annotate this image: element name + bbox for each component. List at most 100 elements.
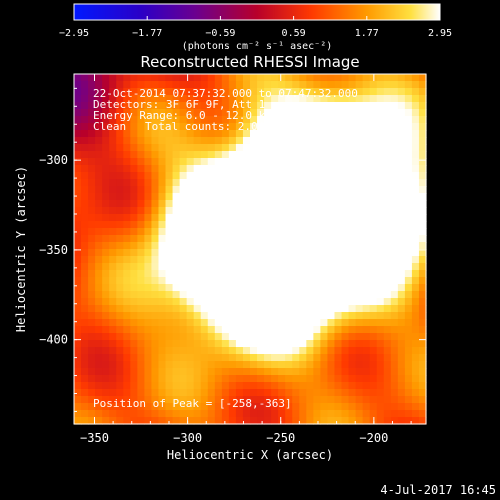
heatmap-cell	[257, 235, 265, 243]
heatmap-cell	[418, 305, 427, 313]
heatmap-cell	[214, 319, 223, 327]
heatmap-cell	[257, 298, 265, 306]
heatmap-cell	[158, 102, 167, 110]
heatmap-cell	[88, 109, 96, 117]
heatmap-cell	[257, 165, 265, 173]
heatmap-cell	[214, 123, 223, 131]
axis-ticks: −350 −300 −250 −200−300−350−400	[39, 74, 426, 445]
heatmap-cell	[362, 319, 371, 327]
heatmap-cell	[271, 130, 279, 138]
heatmap-cell	[292, 81, 300, 89]
heatmap-cell	[376, 417, 385, 425]
heatmap-cell	[165, 200, 174, 208]
heatmap-cell	[242, 312, 251, 320]
heatmap-cell	[88, 137, 96, 145]
heatmap-cell	[411, 382, 420, 390]
heatmap-cell	[369, 396, 378, 404]
heatmap-cell	[81, 291, 89, 299]
heatmap-cell	[257, 305, 265, 313]
heatmap-cell	[348, 312, 357, 320]
heatmap-cell	[242, 403, 251, 411]
heatmap-cell	[221, 102, 230, 110]
heatmap-cell	[242, 298, 251, 306]
heatmap-cell	[242, 326, 251, 334]
heatmap-cell	[158, 207, 167, 215]
heatmap-cell	[397, 74, 406, 82]
heatmap-cell	[172, 361, 181, 369]
heatmap-cell	[144, 354, 153, 362]
heatmap-cell	[109, 291, 117, 299]
heatmap-cell	[306, 340, 314, 348]
heatmap-cell	[285, 410, 293, 418]
heatmap-cell	[74, 382, 82, 390]
heatmap-cell	[299, 228, 307, 236]
heatmap-cell	[172, 123, 181, 131]
heatmap-cell	[221, 172, 230, 180]
heatmap-cell	[130, 256, 138, 264]
heatmap-cell	[165, 396, 174, 404]
heatmap-cell	[348, 361, 357, 369]
heatmap-cell	[362, 382, 371, 390]
heatmap-cell	[320, 179, 329, 187]
heatmap-cell	[235, 165, 244, 173]
heatmap-cell	[306, 354, 314, 362]
heatmap-cell	[88, 270, 96, 278]
heatmap-cell	[186, 158, 195, 166]
heatmap-cell	[264, 263, 272, 271]
heatmap-cell	[306, 270, 314, 278]
heatmap-cell	[179, 109, 188, 117]
heatmap-cell	[411, 389, 420, 397]
heatmap-cell	[228, 137, 237, 145]
heatmap-cell	[214, 158, 223, 166]
heatmap-cell	[257, 179, 265, 187]
heatmap-cell	[123, 172, 131, 180]
heatmap-cell	[397, 249, 406, 257]
heatmap-cell	[264, 109, 272, 117]
heatmap-cell	[242, 193, 251, 201]
heatmap-cell	[193, 102, 202, 110]
heatmap-cell	[411, 298, 420, 306]
heatmap-cell	[320, 144, 329, 152]
heatmap-cell	[179, 144, 188, 152]
heatmap-cell	[383, 158, 392, 166]
heatmap-cell	[397, 81, 406, 89]
heatmap-cell	[95, 333, 103, 341]
heatmap-cell	[320, 158, 329, 166]
heatmap-cell	[334, 165, 343, 173]
heatmap-cell	[200, 165, 209, 173]
heatmap-cell	[207, 137, 216, 145]
heatmap-cell	[320, 186, 329, 194]
heatmap-cell	[334, 95, 343, 103]
heatmap-cell	[369, 256, 378, 264]
heatmap-cell	[348, 172, 357, 180]
heatmap-cell	[123, 340, 131, 348]
heatmap-cell	[214, 305, 223, 313]
heatmap-cell	[172, 165, 181, 173]
heatmap-cell	[418, 340, 427, 348]
heatmap-cell	[285, 249, 293, 257]
heatmap-cell	[320, 305, 329, 313]
heatmap-cell	[292, 235, 300, 243]
heatmap-cell	[376, 116, 385, 124]
heatmap-cell	[151, 249, 160, 257]
heatmap-cell	[81, 361, 89, 369]
heatmap-cell	[271, 214, 279, 222]
heatmap-cell	[109, 165, 117, 173]
heatmap-cell	[278, 95, 286, 103]
y-tick-label: −300	[39, 153, 68, 167]
heatmap-cell	[320, 221, 329, 229]
heatmap-cell	[95, 291, 103, 299]
heatmap-cell	[285, 242, 293, 250]
heatmap-cell	[292, 361, 300, 369]
heatmap-cell	[88, 354, 96, 362]
heatmap-cell	[214, 340, 223, 348]
heatmap-cell	[313, 361, 321, 369]
heatmap-cell	[95, 151, 103, 159]
heatmap-cell	[292, 417, 300, 425]
heatmap-cell	[306, 165, 314, 173]
heatmap-cell	[278, 368, 286, 376]
heatmap-cell	[179, 137, 188, 145]
heatmap-cell	[130, 375, 138, 383]
heatmap-cell	[95, 368, 103, 376]
heatmap-cell	[376, 144, 385, 152]
